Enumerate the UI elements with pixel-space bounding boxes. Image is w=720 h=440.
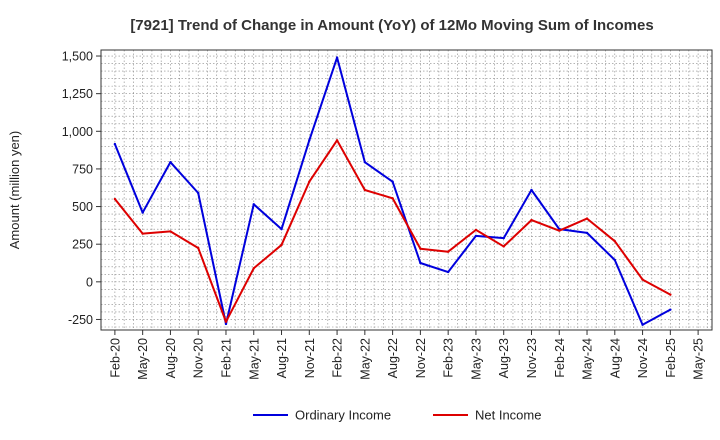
data-point bbox=[585, 231, 589, 235]
data-point bbox=[419, 261, 422, 265]
data-point bbox=[446, 270, 450, 274]
x-tick-label: Aug-21 bbox=[275, 338, 289, 378]
data-point bbox=[224, 320, 228, 323]
data-point bbox=[280, 243, 283, 247]
data-point bbox=[613, 239, 616, 243]
data-point bbox=[224, 322, 228, 326]
y-tick-label: 0 bbox=[86, 275, 93, 289]
y-tick-label: 750 bbox=[72, 162, 93, 176]
data-point bbox=[530, 188, 533, 192]
data-point bbox=[502, 236, 505, 240]
x-tick-label: May-23 bbox=[469, 338, 483, 380]
data-point bbox=[530, 218, 533, 222]
data-point bbox=[474, 228, 478, 232]
data-point bbox=[391, 180, 394, 183]
data-point bbox=[641, 323, 644, 326]
y-tick-label: 500 bbox=[72, 200, 93, 214]
y-axis-label: Amount (million yen) bbox=[7, 131, 22, 250]
data-point bbox=[363, 160, 367, 164]
data-point bbox=[669, 293, 672, 296]
x-tick-label: Nov-22 bbox=[414, 338, 428, 378]
plot-area bbox=[100, 49, 713, 331]
x-tick-label: Nov-24 bbox=[636, 338, 650, 378]
data-point bbox=[141, 232, 144, 235]
data-point bbox=[308, 180, 311, 183]
data-point bbox=[363, 188, 367, 192]
legend-label: Ordinary Income bbox=[295, 408, 391, 423]
x-axis: Feb-20 May-20 Aug-20 Nov-20 Feb-21 May-21 Aug-… bbox=[108, 330, 706, 380]
x-tick-label: Aug-23 bbox=[497, 338, 511, 378]
data-point bbox=[335, 56, 339, 59]
data-point bbox=[197, 191, 200, 195]
series-line-net-income bbox=[114, 139, 671, 323]
data-point bbox=[391, 197, 394, 200]
data-point bbox=[169, 160, 172, 164]
x-tick-label: Aug-20 bbox=[164, 338, 178, 378]
data-point bbox=[113, 142, 117, 146]
data-point bbox=[669, 308, 672, 311]
x-tick-label: Feb-22 bbox=[331, 338, 345, 378]
data-point bbox=[252, 267, 255, 270]
y-tick-label: 1,000 bbox=[62, 125, 93, 139]
data-point bbox=[113, 197, 117, 201]
data-point bbox=[502, 245, 505, 248]
data-point bbox=[280, 227, 283, 231]
y-tick-label: 1,500 bbox=[62, 50, 93, 64]
data-point bbox=[446, 250, 450, 253]
data-point bbox=[308, 139, 311, 142]
x-tick-label: Feb-21 bbox=[219, 338, 233, 378]
y-tick-label: 250 bbox=[72, 238, 93, 252]
legend: Ordinary Income Net Income bbox=[253, 408, 541, 423]
data-point bbox=[169, 230, 172, 233]
x-tick-label: May-22 bbox=[358, 338, 372, 380]
data-point bbox=[197, 246, 200, 250]
y-tick-label: -250 bbox=[68, 313, 93, 327]
x-tick-label: Nov-21 bbox=[303, 338, 317, 378]
x-tick-label: May-24 bbox=[581, 338, 595, 380]
x-tick-label: Nov-23 bbox=[525, 338, 539, 378]
x-tick-label: Aug-24 bbox=[608, 338, 622, 378]
x-tick-label: Feb-23 bbox=[442, 338, 456, 378]
x-tick-label: Feb-24 bbox=[553, 338, 567, 378]
x-tick-label: Feb-25 bbox=[664, 338, 678, 378]
data-point bbox=[252, 203, 255, 206]
y-tick-label: 1,250 bbox=[62, 87, 93, 101]
x-tick-label: Nov-20 bbox=[192, 338, 206, 378]
y-axis: -250 0 250 500 750 1,000 1,250 1,500 bbox=[62, 50, 101, 327]
series-group bbox=[113, 56, 672, 326]
x-tick-label: May-25 bbox=[692, 338, 706, 380]
x-tick-label: Feb-20 bbox=[108, 338, 122, 378]
data-point bbox=[474, 234, 478, 238]
data-point bbox=[558, 229, 561, 232]
data-point bbox=[613, 258, 616, 262]
data-point bbox=[585, 217, 589, 220]
grid bbox=[101, 50, 712, 330]
legend-label: Net Income bbox=[475, 408, 541, 423]
data-point bbox=[419, 247, 422, 250]
data-point bbox=[335, 139, 339, 142]
x-tick-label: May-21 bbox=[247, 338, 261, 380]
x-tick-label: Aug-22 bbox=[386, 338, 400, 378]
chart-title: [7921] Trend of Change in Amount (YoY) o… bbox=[130, 17, 653, 34]
data-point bbox=[141, 211, 144, 214]
data-point bbox=[641, 278, 644, 281]
x-tick-label: May-20 bbox=[136, 338, 150, 380]
